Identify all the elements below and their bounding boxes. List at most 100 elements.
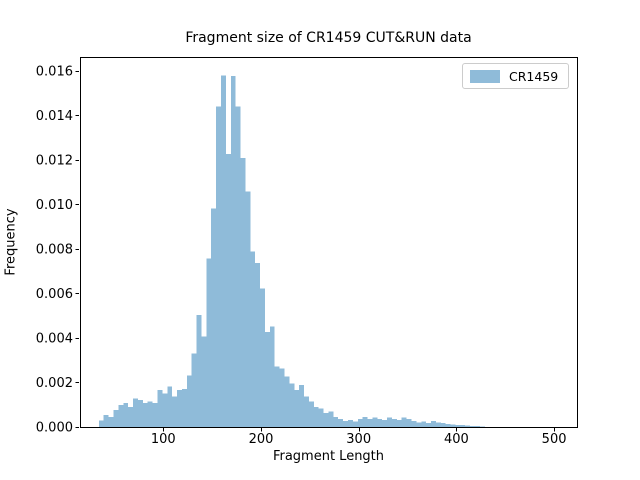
- x-tick-label: 500: [542, 432, 567, 447]
- histogram-bar: [201, 336, 207, 427]
- histogram-bar: [465, 425, 471, 427]
- histogram-bar: [133, 398, 138, 427]
- histogram-bar: [279, 368, 285, 427]
- histogram-bar: [260, 288, 265, 427]
- histogram-bar: [299, 384, 305, 427]
- y-tick-label: 0.010: [36, 198, 73, 213]
- plot-border: [80, 57, 578, 428]
- histogram-bar: [294, 390, 300, 427]
- histogram-bar: [186, 375, 192, 427]
- histogram-bar: [382, 420, 388, 427]
- histogram-bar: [367, 418, 373, 427]
- histogram-bar: [357, 418, 363, 427]
- histogram-bar: [391, 418, 397, 427]
- histogram-bar: [445, 424, 451, 427]
- histogram-bar: [362, 416, 368, 427]
- x-tick-label: 300: [346, 432, 371, 447]
- axes-frame: [80, 57, 578, 428]
- histogram-bar: [323, 413, 329, 427]
- histogram-bar: [372, 417, 378, 427]
- histogram-bar: [128, 406, 134, 427]
- histogram-bar: [352, 421, 358, 427]
- histogram-bar: [220, 75, 226, 427]
- histogram-bar: [113, 410, 119, 427]
- histogram-bar: [225, 153, 231, 428]
- histogram-bar: [460, 425, 466, 427]
- chart-title: Fragment size of CR1459 CUT&RUN data: [185, 30, 472, 46]
- histogram-bar: [470, 425, 476, 427]
- x-tick-label: 400: [444, 432, 469, 447]
- histogram-bar: [401, 417, 407, 427]
- histogram-bar: [152, 403, 158, 427]
- y-tick-label: 0.006: [36, 287, 73, 302]
- histogram-bar: [411, 420, 417, 427]
- histogram-bar: [431, 420, 436, 427]
- histogram-bar: [250, 251, 256, 427]
- histogram-bar: [308, 401, 314, 427]
- histogram-bar: [108, 417, 114, 427]
- histogram-bar: [338, 418, 344, 427]
- legend-swatch: [470, 69, 500, 83]
- histogram-bar: [304, 396, 309, 427]
- histogram-bar: [475, 426, 480, 427]
- histogram-bar: [416, 422, 422, 427]
- histogram-bar: [479, 426, 485, 427]
- histogram-bar: [347, 420, 353, 427]
- histogram-bar: [435, 422, 441, 427]
- histogram-bar: [206, 258, 212, 427]
- histogram-bar: [421, 421, 427, 427]
- axis-ticks: 100 200 300 400 500 0.000 0.002 0.004 0.006 0.008…: [36, 64, 567, 447]
- histogram-bar: [328, 411, 334, 427]
- y-tick-label: 0.000: [36, 421, 73, 436]
- histogram-bar: [313, 406, 319, 427]
- histogram-bar: [264, 331, 270, 427]
- histogram-bar: [426, 423, 432, 427]
- histogram-bar: [318, 408, 324, 427]
- histogram-bar: [333, 416, 339, 427]
- x-tick-label: 200: [249, 432, 274, 447]
- histogram-bar: [440, 423, 446, 427]
- histogram-bar: [387, 417, 392, 427]
- histogram-bar: [137, 400, 143, 427]
- histogram-bar: [240, 158, 246, 427]
- histogram-bar: [191, 353, 197, 427]
- histogram-bar: [98, 420, 104, 427]
- y-tick-label: 0.014: [36, 109, 73, 124]
- histogram-bar: [377, 418, 383, 427]
- histogram-bar: [235, 106, 241, 427]
- histogram-bar: [162, 393, 168, 427]
- legend: CR1459: [462, 63, 569, 89]
- x-axis-label: Fragment Length: [272, 449, 385, 464]
- histogram-bar: [245, 191, 251, 427]
- histogram-bar: [177, 390, 182, 427]
- histogram-bar: [103, 414, 109, 427]
- y-axis-label: Frequency: [3, 208, 19, 276]
- histogram-bar: [167, 386, 173, 427]
- y-tick-label: 0.012: [36, 153, 73, 168]
- histogram-bar: [274, 366, 280, 427]
- histogram-bar: [118, 404, 124, 427]
- y-tick-label: 0.008: [36, 242, 73, 257]
- histogram-bar: [289, 383, 295, 427]
- histogram-bar: [147, 401, 153, 427]
- histogram-bar: [284, 376, 290, 427]
- x-tick-label: 100: [151, 432, 176, 447]
- histogram-bar: [269, 326, 275, 427]
- histogram-bar: [255, 263, 261, 427]
- histogram-bar: [343, 420, 348, 427]
- histogram-bar: [211, 208, 217, 427]
- histogram-bar: [216, 106, 221, 427]
- histogram-bar: [181, 388, 187, 427]
- histogram-bar: [123, 402, 129, 427]
- histogram-bars: [98, 75, 485, 428]
- histogram-bar: [172, 396, 178, 427]
- histogram-bar: [396, 420, 402, 427]
- histogram-bar: [455, 424, 461, 427]
- histogram-bar: [450, 424, 456, 427]
- histogram-bar: [142, 403, 148, 427]
- histogram-bar: [230, 76, 236, 428]
- y-tick-label: 0.002: [36, 376, 73, 391]
- y-tick-label: 0.004: [36, 331, 73, 346]
